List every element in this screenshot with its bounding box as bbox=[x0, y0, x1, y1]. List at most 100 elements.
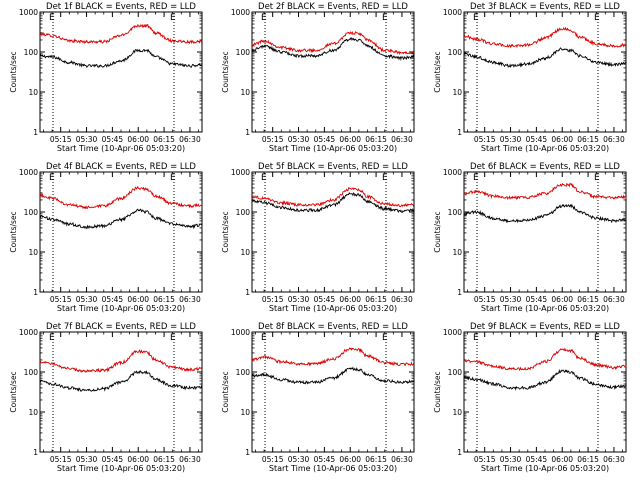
y-tick-label: 100 bbox=[448, 208, 463, 217]
y-tick-label: 1 bbox=[33, 128, 38, 137]
x-tick-label: 05:30 bbox=[76, 295, 98, 304]
x-tick-label: 06:00 bbox=[339, 455, 361, 464]
event-marker-label: E bbox=[170, 333, 176, 343]
chart-panel-5: Det 5f BLACK = Events, RED = LLD 1 10 100 10… bbox=[221, 162, 415, 313]
y-tick-label: 10 bbox=[452, 408, 462, 417]
x-tick-label: 05:15 bbox=[262, 295, 284, 304]
event-marker-label: E bbox=[261, 13, 267, 23]
x-tick-label: 05:15 bbox=[50, 455, 72, 464]
event-marker-label: E bbox=[49, 13, 55, 23]
x-tick-label: 06:30 bbox=[603, 295, 625, 304]
y-tick-label: 100 bbox=[448, 48, 463, 57]
plot-frame bbox=[251, 171, 415, 293]
x-tick-label: 06:15 bbox=[577, 455, 599, 464]
x-tick-label: 05:15 bbox=[474, 295, 496, 304]
chart-panel-9: Det 9f BLACK = Events, RED = LLD 1 10 100 10… bbox=[433, 322, 627, 473]
y-tick-label: 1000 bbox=[19, 8, 38, 17]
chart-title: Det 5f BLACK = Events, RED = LLD bbox=[258, 162, 408, 172]
chart-title: Det 3f BLACK = Events, RED = LLD bbox=[470, 2, 620, 12]
chart-title: Det 8f BLACK = Events, RED = LLD bbox=[258, 322, 408, 332]
x-tick-label: 05:30 bbox=[76, 135, 98, 144]
series-line-events bbox=[251, 366, 415, 385]
chart-panel-8: Det 8f BLACK = Events, RED = LLD 1 10 100 10… bbox=[221, 322, 415, 473]
y-tick-label: 1 bbox=[33, 448, 38, 457]
x-tick-label: 06:00 bbox=[551, 295, 573, 304]
event-marker-label: E bbox=[473, 173, 479, 183]
y-tick-label: 1000 bbox=[443, 8, 462, 17]
plot-frame bbox=[39, 11, 203, 133]
x-tick-label: 06:15 bbox=[577, 295, 599, 304]
event-marker-label: E bbox=[382, 333, 388, 343]
series-line-events bbox=[251, 191, 415, 214]
x-tick-label: 05:45 bbox=[526, 135, 548, 144]
event-marker-label: E bbox=[594, 173, 600, 183]
x-axis-label: Start Time (10-Apr-06 05:03:20) bbox=[481, 464, 609, 473]
y-axis-label: Counts/sec bbox=[221, 211, 230, 252]
x-axis-label: Start Time (10-Apr-06 05:03:20) bbox=[57, 304, 185, 313]
x-tick-label: 06:15 bbox=[153, 295, 175, 304]
x-tick-label: 05:30 bbox=[76, 455, 98, 464]
x-tick-label: 06:00 bbox=[339, 295, 361, 304]
event-marker-label: E bbox=[473, 333, 479, 343]
x-axis-label: Start Time (10-Apr-06 05:03:20) bbox=[269, 464, 397, 473]
x-axis-label: Start Time (10-Apr-06 05:03:20) bbox=[481, 144, 609, 153]
series-line-lld bbox=[251, 347, 415, 367]
x-tick-label: 06:30 bbox=[391, 455, 413, 464]
series-line-lld bbox=[39, 185, 203, 210]
x-tick-label: 06:00 bbox=[127, 455, 149, 464]
y-tick-label: 1 bbox=[457, 448, 462, 457]
y-tick-label: 100 bbox=[24, 368, 39, 377]
x-tick-label: 06:15 bbox=[365, 135, 387, 144]
x-tick-label: 06:15 bbox=[153, 135, 175, 144]
y-tick-label: 1000 bbox=[231, 328, 250, 337]
plot-frame bbox=[39, 171, 203, 293]
y-tick-label: 100 bbox=[236, 208, 251, 217]
chart-panel-4: Det 4f BLACK = Events, RED = LLD 1 10 100 10… bbox=[9, 162, 203, 313]
y-axis-label: Counts/sec bbox=[9, 211, 18, 252]
chart-panel-7: Det 7f BLACK = Events, RED = LLD 1 10 100 10… bbox=[9, 322, 203, 473]
y-tick-label: 1000 bbox=[231, 8, 250, 17]
x-tick-label: 06:00 bbox=[551, 455, 573, 464]
y-tick-label: 100 bbox=[236, 368, 251, 377]
x-tick-label: 05:15 bbox=[474, 135, 496, 144]
x-tick-label: 05:30 bbox=[288, 455, 310, 464]
y-tick-label: 10 bbox=[452, 248, 462, 257]
x-tick-label: 05:45 bbox=[314, 455, 336, 464]
y-tick-label: 10 bbox=[240, 88, 250, 97]
x-tick-label: 05:45 bbox=[102, 295, 124, 304]
chart-panel-1: Det 1f BLACK = Events, RED = LLD 1 10 100 10… bbox=[9, 2, 203, 153]
event-marker-label: E bbox=[170, 173, 176, 183]
x-tick-label: 06:30 bbox=[603, 135, 625, 144]
x-tick-label: 06:15 bbox=[365, 295, 387, 304]
chart-title: Det 1f BLACK = Events, RED = LLD bbox=[46, 2, 196, 12]
x-tick-label: 06:00 bbox=[551, 135, 573, 144]
series-line-events bbox=[39, 208, 203, 230]
x-tick-label: 05:45 bbox=[314, 295, 336, 304]
event-marker-label: E bbox=[49, 333, 55, 343]
x-tick-label: 05:30 bbox=[288, 295, 310, 304]
y-axis-label: Counts/sec bbox=[433, 51, 442, 92]
y-axis-label: Counts/sec bbox=[9, 51, 18, 92]
event-marker-label: E bbox=[261, 173, 267, 183]
y-tick-label: 1 bbox=[33, 288, 38, 297]
series-line-lld bbox=[39, 349, 203, 373]
y-axis-label: Counts/sec bbox=[221, 51, 230, 92]
series-line-lld bbox=[251, 31, 415, 56]
x-tick-label: 05:30 bbox=[288, 135, 310, 144]
x-tick-label: 06:00 bbox=[127, 295, 149, 304]
x-tick-label: 05:45 bbox=[102, 135, 124, 144]
x-tick-label: 06:00 bbox=[339, 135, 361, 144]
x-tick-label: 05:15 bbox=[262, 455, 284, 464]
y-tick-label: 100 bbox=[24, 48, 39, 57]
y-tick-label: 1 bbox=[245, 448, 250, 457]
series-line-events bbox=[39, 48, 203, 68]
event-marker-label: E bbox=[594, 13, 600, 23]
x-tick-label: 06:30 bbox=[391, 295, 413, 304]
x-axis-label: Start Time (10-Apr-06 05:03:20) bbox=[481, 304, 609, 313]
y-axis-label: Counts/sec bbox=[433, 211, 442, 252]
x-tick-label: 06:15 bbox=[577, 135, 599, 144]
x-tick-label: 05:45 bbox=[102, 455, 124, 464]
chart-panel-3: Det 3f BLACK = Events, RED = LLD 1 10 100 10… bbox=[433, 2, 627, 153]
chart-panel-6: Det 6f BLACK = Events, RED = LLD 1 10 100 10… bbox=[433, 162, 627, 313]
